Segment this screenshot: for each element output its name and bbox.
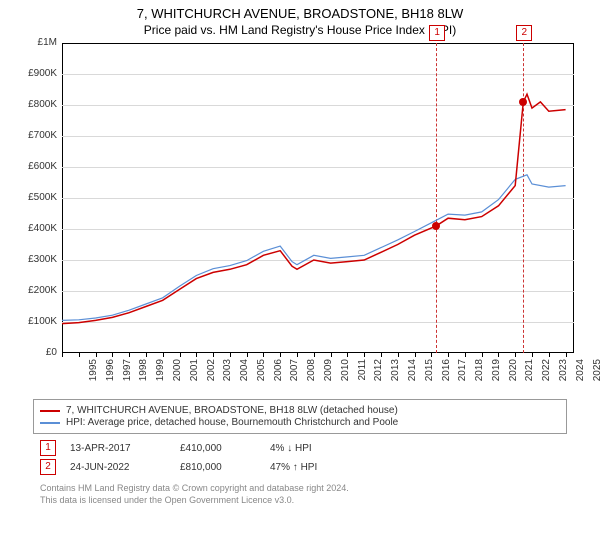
transaction-price: £810,000: [180, 462, 270, 473]
x-axis-label: 2013: [390, 359, 401, 389]
x-axis-label: 2012: [373, 359, 384, 389]
x-axis-label: 2005: [256, 359, 267, 389]
legend-swatch: [40, 422, 60, 424]
x-axis-label: 2022: [541, 359, 552, 389]
x-axis-label: 2017: [457, 359, 468, 389]
x-axis-label: 2008: [306, 359, 317, 389]
line-chart-svg: [20, 43, 574, 353]
x-axis-label: 2010: [340, 359, 351, 389]
x-axis-label: 2006: [273, 359, 284, 389]
transaction-row: 2 24-JUN-2022£810,00047% ↑ HPI: [40, 459, 560, 475]
footer-line-1: Contains HM Land Registry data © Crown c…: [40, 483, 560, 495]
chart-title: 7, WHITCHURCH AVENUE, BROADSTONE, BH18 8…: [0, 0, 600, 21]
transaction-price: £410,000: [180, 443, 270, 454]
x-axis-label: 2016: [441, 359, 452, 389]
x-axis-label: 2000: [172, 359, 183, 389]
transaction-date: 13-APR-2017: [70, 443, 180, 454]
x-axis-label: 2021: [524, 359, 535, 389]
transaction-date: 24-JUN-2022: [70, 462, 180, 473]
x-axis-label: 1995: [88, 359, 99, 389]
transaction-row: 1 13-APR-2017£410,0004% ↓ HPI: [40, 440, 560, 456]
x-axis-label: 1999: [155, 359, 166, 389]
transaction-marker-box: 2: [516, 25, 532, 41]
x-axis-label: 2002: [206, 359, 217, 389]
x-axis-label: 2018: [474, 359, 485, 389]
legend-label: HPI: Average price, detached house, Bour…: [66, 417, 398, 428]
legend-row: 7, WHITCHURCH AVENUE, BROADSTONE, BH18 8…: [40, 405, 560, 416]
x-axis-label: 2024: [575, 359, 586, 389]
series-price_paid: [62, 94, 566, 323]
transaction-diff: 4% ↓ HPI: [270, 443, 390, 454]
transaction-number-box: 1: [40, 440, 56, 456]
x-axis-label: 2019: [491, 359, 502, 389]
x-axis-label: 2003: [222, 359, 233, 389]
x-axis-label: 1998: [138, 359, 149, 389]
footer-line-2: This data is licensed under the Open Gov…: [40, 495, 560, 507]
x-axis-label: 2009: [323, 359, 334, 389]
transactions-table: 1 13-APR-2017£410,0004% ↓ HPI 2 24-JUN-2022…: [40, 440, 560, 475]
transaction-number-box: 2: [40, 459, 56, 475]
x-axis-label: 2011: [357, 359, 368, 389]
chart-subtitle: Price paid vs. HM Land Registry's House …: [0, 21, 600, 43]
legend-label: 7, WHITCHURCH AVENUE, BROADSTONE, BH18 8…: [66, 405, 398, 416]
legend: 7, WHITCHURCH AVENUE, BROADSTONE, BH18 8…: [33, 399, 567, 434]
x-axis-label: 2014: [407, 359, 418, 389]
attribution-footer: Contains HM Land Registry data © Crown c…: [40, 483, 560, 506]
chart-area: £0£100K£200K£300K£400K£500K£600K£700K£80…: [20, 43, 580, 393]
transaction-diff: 47% ↑ HPI: [270, 462, 390, 473]
transaction-marker-box: 1: [429, 25, 445, 41]
x-axis-label: 2025: [592, 359, 600, 389]
x-axis-label: 2023: [558, 359, 569, 389]
page: 7, WHITCHURCH AVENUE, BROADSTONE, BH18 8…: [0, 0, 600, 560]
x-axis-label: 2020: [508, 359, 519, 389]
x-axis-label: 2015: [424, 359, 435, 389]
legend-swatch: [40, 410, 60, 412]
x-axis-label: 2004: [239, 359, 250, 389]
x-axis-label: 2007: [289, 359, 300, 389]
x-axis-label: 1996: [105, 359, 116, 389]
legend-row: HPI: Average price, detached house, Bour…: [40, 417, 560, 428]
x-axis-label: 2001: [189, 359, 200, 389]
series-hpi: [62, 175, 566, 321]
x-axis-label: 1997: [122, 359, 133, 389]
